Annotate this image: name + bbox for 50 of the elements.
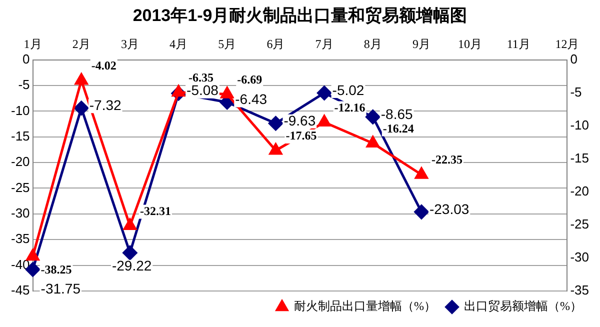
y-tick-label: -45 [10, 282, 30, 298]
data-label: -16.24 [382, 121, 414, 136]
x-tick-label: 10月 [458, 36, 482, 51]
data-label: -8.65 [380, 106, 413, 122]
data-label: -38.25 [40, 262, 72, 276]
data-label: -29.22 [112, 258, 152, 274]
y-tick-label: -20 [10, 154, 30, 170]
data-label: -6.69 [237, 72, 262, 86]
x-tick-label: 12月 [555, 36, 580, 51]
y2-tick-label: -30 [570, 250, 590, 265]
data-label: -12.16 [334, 100, 366, 114]
x-tick-label: 8月 [364, 36, 382, 51]
y-tick-label: -15 [10, 128, 30, 144]
data-label: -6.43 [235, 91, 268, 108]
data-label: -17.65 [286, 128, 317, 143]
y-tick-label: -25 [10, 180, 30, 195]
y2-tick-label: -15 [570, 150, 590, 166]
chart-title: 2013年1-9月耐火制品出口量和贸易额增幅图 [132, 6, 468, 25]
y-tick-label: -30 [10, 206, 30, 221]
data-label: -23.03 [429, 200, 470, 217]
x-tick-label: 3月 [120, 36, 139, 51]
x-tick-label: 7月 [315, 36, 334, 51]
x-tick-label: 5月 [218, 36, 236, 51]
y2-tick-label: -20 [570, 183, 590, 198]
y-tick-label: -10 [10, 102, 30, 118]
x-tick-label: 9月 [412, 36, 430, 51]
x-tick-label: 1月 [24, 36, 42, 51]
y2-tick-label: 0 [570, 51, 578, 66]
y2-tick-label: -25 [570, 216, 590, 232]
data-label: -32.31 [140, 204, 171, 218]
y-tick-label: -5 [18, 77, 30, 92]
x-tick-label: 11月 [506, 36, 530, 51]
data-label: -5.08 [186, 82, 219, 98]
y2-tick-label: -35 [570, 282, 590, 298]
y-tick-label: 0 [22, 51, 30, 66]
data-label: -7.32 [89, 97, 122, 114]
legend-label: 出口贸易额增幅（%） [464, 299, 582, 314]
data-label: -4.02 [91, 58, 116, 73]
x-tick-label: 4月 [170, 36, 188, 51]
y2-tick-label: -10 [570, 117, 590, 132]
data-label: -22.35 [431, 152, 462, 167]
y2-tick-label: -5 [570, 84, 582, 100]
data-label: -6.35 [188, 70, 214, 85]
legend-label: 耐火制品出口量增幅（%） [294, 299, 436, 314]
y-tick-label: -35 [10, 231, 30, 246]
x-tick-label: 6月 [266, 36, 285, 51]
data-label: -31.75 [40, 280, 81, 296]
x-tick-label: 2月 [72, 36, 90, 51]
data-label: -5.02 [332, 82, 364, 98]
data-label: -9.63 [284, 112, 316, 128]
